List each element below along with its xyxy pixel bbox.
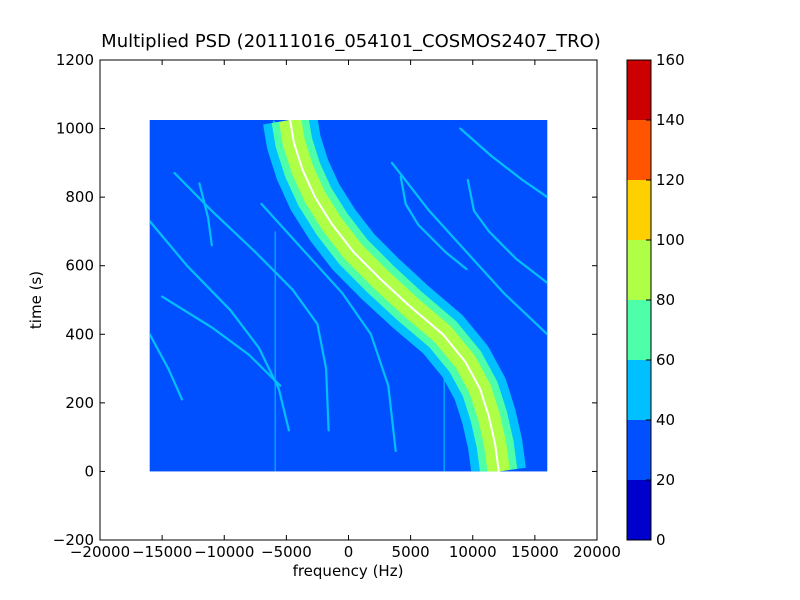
colorbar-tick-label: 160	[656, 51, 685, 69]
x-tick-label: −10000	[194, 543, 254, 561]
colorbar-level-3	[627, 300, 651, 360]
plot-area: −20000 −15000 −10000 −5000 0 5000 10000 15000 20…	[53, 51, 621, 561]
faint-trace-5	[399, 175, 468, 271]
colorbar-tick-label: 0	[656, 531, 666, 549]
main-trace-band-4	[289, 120, 500, 472]
x-tick-label: 5000	[392, 543, 430, 561]
faint-trace-1	[161, 295, 282, 387]
y-tick-label: 0	[84, 462, 94, 480]
x-tick-label: −15000	[132, 543, 192, 561]
faint-trace-0	[149, 220, 290, 432]
x-axis-ticks: −20000 −15000 −10000 −5000 0 5000 10000 15000 20…	[70, 60, 621, 561]
colorbar-tick-label: 100	[656, 231, 685, 249]
y-tick-label: 600	[65, 257, 94, 275]
faint-trace-7	[459, 127, 548, 199]
y-tick-label: 200	[65, 394, 94, 412]
colorbar-tick-label: 20	[656, 471, 675, 489]
colorbar: 0 20 40 60 80 100 120 140 160	[626, 51, 685, 549]
y-tick-label: 400	[65, 325, 94, 343]
x-axis-label: frequency (Hz)	[293, 562, 404, 580]
colorbar-level-4	[627, 240, 651, 300]
faint-trace-10	[149, 333, 184, 401]
faint-trace-2	[173, 172, 330, 432]
colorbar-tick-label: 40	[656, 411, 675, 429]
colorbar-tick-label: 120	[656, 171, 685, 189]
spectrogram-heatmap	[149, 120, 548, 472]
faint-trace-8	[390, 161, 548, 336]
colorbar-level-7	[627, 60, 651, 120]
x-tick-label: −20000	[70, 543, 130, 561]
x-tick-label: 10000	[449, 543, 497, 561]
colorbar-ticks: 0 20 40 60 80 100 120 140 160	[646, 51, 685, 549]
faint-trace-6	[466, 178, 548, 284]
colorbar-tick-label: 60	[656, 351, 675, 369]
spectral-traces	[149, 120, 548, 472]
y-tick-label: 1000	[56, 120, 94, 138]
colorbar-tick-label: 140	[656, 111, 685, 129]
y-tick-label: 1200	[56, 51, 94, 69]
colorbar-level-0	[627, 480, 651, 540]
y-tick-label: 800	[65, 188, 94, 206]
faint-trace-4	[260, 202, 397, 452]
y-tick-label: −200	[53, 531, 94, 549]
x-tick-label: −5000	[261, 543, 312, 561]
colorbar-level-5	[627, 180, 651, 240]
faint-trace-3	[198, 182, 213, 247]
x-tick-label: 0	[344, 543, 354, 561]
x-tick-label: 20000	[573, 543, 621, 561]
chart-title: Multiplied PSD (20111016_054101_COSMOS24…	[101, 31, 601, 52]
colorbar-level-1	[627, 420, 651, 480]
y-axis-ticks: −200 0 200 400 600 800 1000 1200	[53, 51, 597, 549]
colorbar-level-2	[627, 360, 651, 420]
colorbar-level-6	[627, 120, 651, 180]
x-tick-label: 15000	[511, 543, 559, 561]
y-axis-label: time (s)	[27, 271, 45, 329]
colorbar-tick-label: 80	[656, 291, 675, 309]
colorbar-levels	[627, 60, 651, 540]
